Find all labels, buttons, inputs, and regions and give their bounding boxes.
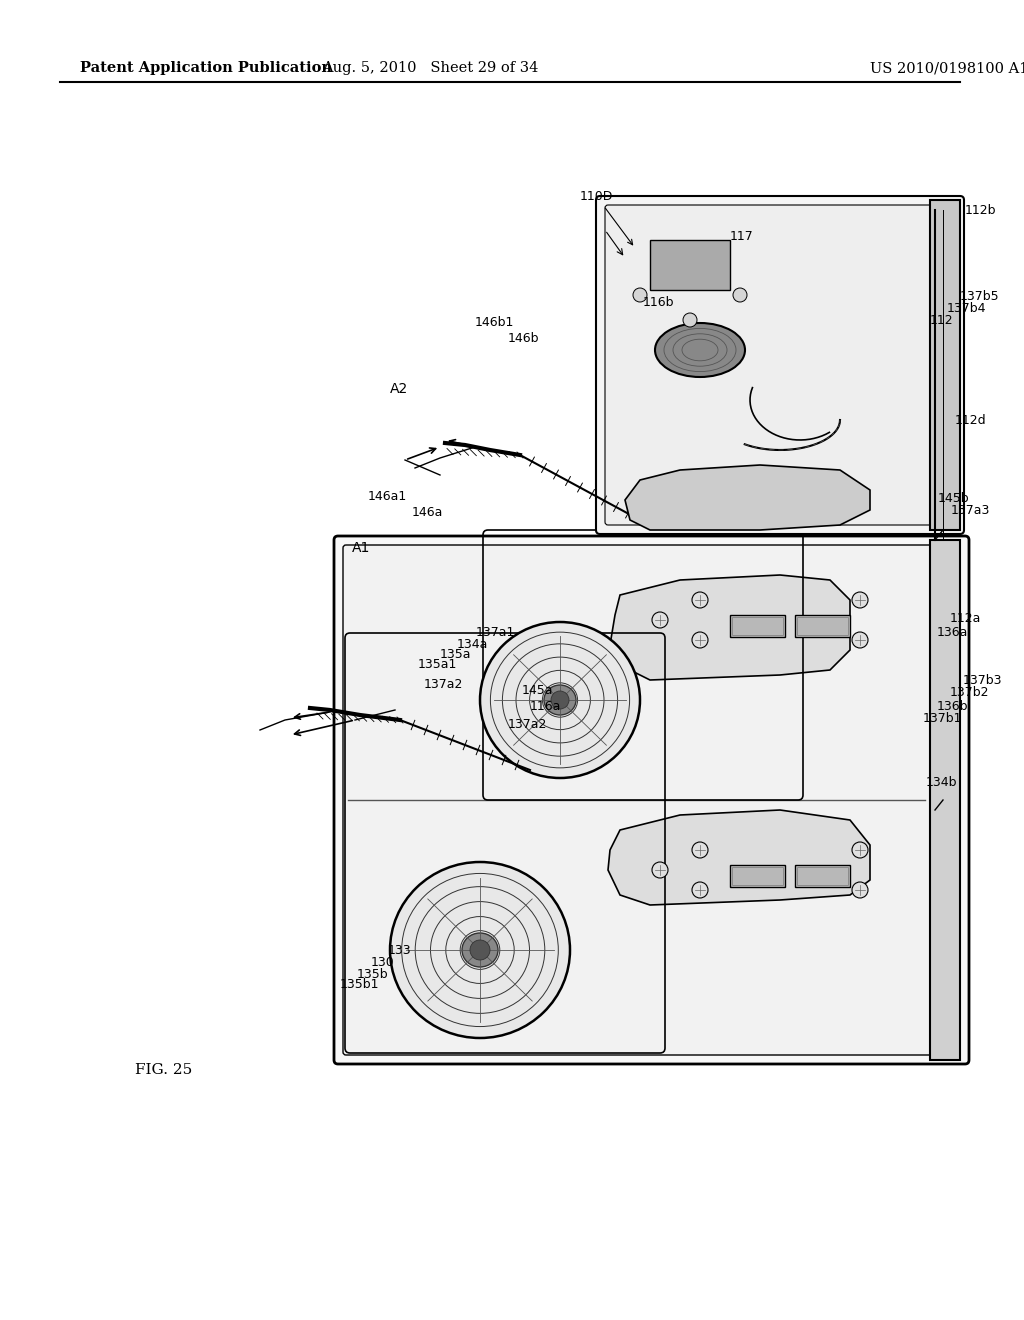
Text: 117: 117 [730, 231, 754, 243]
Circle shape [692, 632, 708, 648]
Ellipse shape [551, 690, 569, 709]
Text: 112: 112 [930, 314, 953, 326]
FancyBboxPatch shape [605, 205, 955, 525]
Text: 116b: 116b [643, 296, 675, 309]
Polygon shape [625, 465, 870, 531]
Bar [797, 867, 848, 884]
Circle shape [733, 288, 746, 302]
Bar [797, 616, 848, 635]
Text: 137a2: 137a2 [508, 718, 548, 730]
Text: 136b: 136b [937, 700, 969, 713]
Text: 146a: 146a [412, 506, 443, 519]
Ellipse shape [470, 940, 490, 960]
Text: 146a1: 146a1 [368, 490, 408, 503]
Text: 134a: 134a [457, 638, 488, 651]
Circle shape [692, 591, 708, 609]
Ellipse shape [544, 685, 575, 715]
Text: 112b: 112b [965, 203, 996, 216]
Text: A2: A2 [390, 381, 409, 396]
Text: A1: A1 [352, 541, 371, 554]
Text: 137b5: 137b5 [961, 289, 999, 302]
Text: 116a: 116a [530, 701, 561, 714]
Circle shape [633, 288, 647, 302]
Circle shape [692, 882, 708, 898]
Text: 137a3: 137a3 [951, 503, 990, 516]
Circle shape [852, 591, 868, 609]
Circle shape [652, 862, 668, 878]
Polygon shape [608, 810, 870, 906]
Text: 137b3: 137b3 [963, 673, 1002, 686]
Ellipse shape [480, 622, 640, 777]
Text: 137a1: 137a1 [476, 627, 515, 639]
Text: 133: 133 [388, 944, 412, 957]
Text: FIG. 25: FIG. 25 [135, 1063, 193, 1077]
Ellipse shape [655, 323, 745, 378]
Text: 135b1: 135b1 [340, 978, 380, 991]
Text: 130: 130 [371, 957, 394, 969]
FancyBboxPatch shape [343, 545, 961, 1055]
Ellipse shape [390, 862, 570, 1038]
Text: 135b: 135b [357, 969, 389, 982]
Text: 145b: 145b [938, 491, 970, 504]
Circle shape [852, 882, 868, 898]
Bar [732, 867, 783, 884]
Ellipse shape [462, 933, 498, 968]
Circle shape [852, 632, 868, 648]
Circle shape [683, 313, 697, 327]
Text: 145a: 145a [522, 684, 554, 697]
Text: 137b1: 137b1 [923, 713, 963, 726]
Text: 135a: 135a [440, 648, 471, 661]
Bar [650, 240, 730, 290]
Bar [730, 615, 785, 638]
Text: 146b1: 146b1 [475, 315, 514, 329]
Circle shape [692, 842, 708, 858]
Polygon shape [610, 576, 850, 680]
Text: 134b: 134b [926, 776, 957, 788]
Bar [795, 865, 850, 887]
Text: Aug. 5, 2010   Sheet 29 of 34: Aug. 5, 2010 Sheet 29 of 34 [322, 61, 539, 75]
Text: 110D: 110D [580, 190, 633, 244]
Text: 135a1: 135a1 [418, 659, 458, 672]
FancyBboxPatch shape [334, 536, 969, 1064]
Text: 112d: 112d [955, 413, 987, 426]
Text: Patent Application Publication: Patent Application Publication [80, 61, 332, 75]
Text: 137a2: 137a2 [424, 678, 464, 692]
Bar [795, 615, 850, 638]
Text: 137b4: 137b4 [947, 301, 986, 314]
Bar [732, 616, 783, 635]
Text: US 2010/0198100 A1: US 2010/0198100 A1 [870, 61, 1024, 75]
Bar [930, 201, 961, 531]
Text: 137b2: 137b2 [950, 686, 989, 700]
Circle shape [852, 842, 868, 858]
Circle shape [652, 612, 668, 628]
Text: 146b: 146b [508, 331, 540, 345]
Text: 136a: 136a [937, 626, 969, 639]
Bar [730, 865, 785, 887]
Bar [930, 540, 961, 1060]
FancyBboxPatch shape [596, 195, 964, 535]
Text: 112a: 112a [950, 611, 981, 624]
